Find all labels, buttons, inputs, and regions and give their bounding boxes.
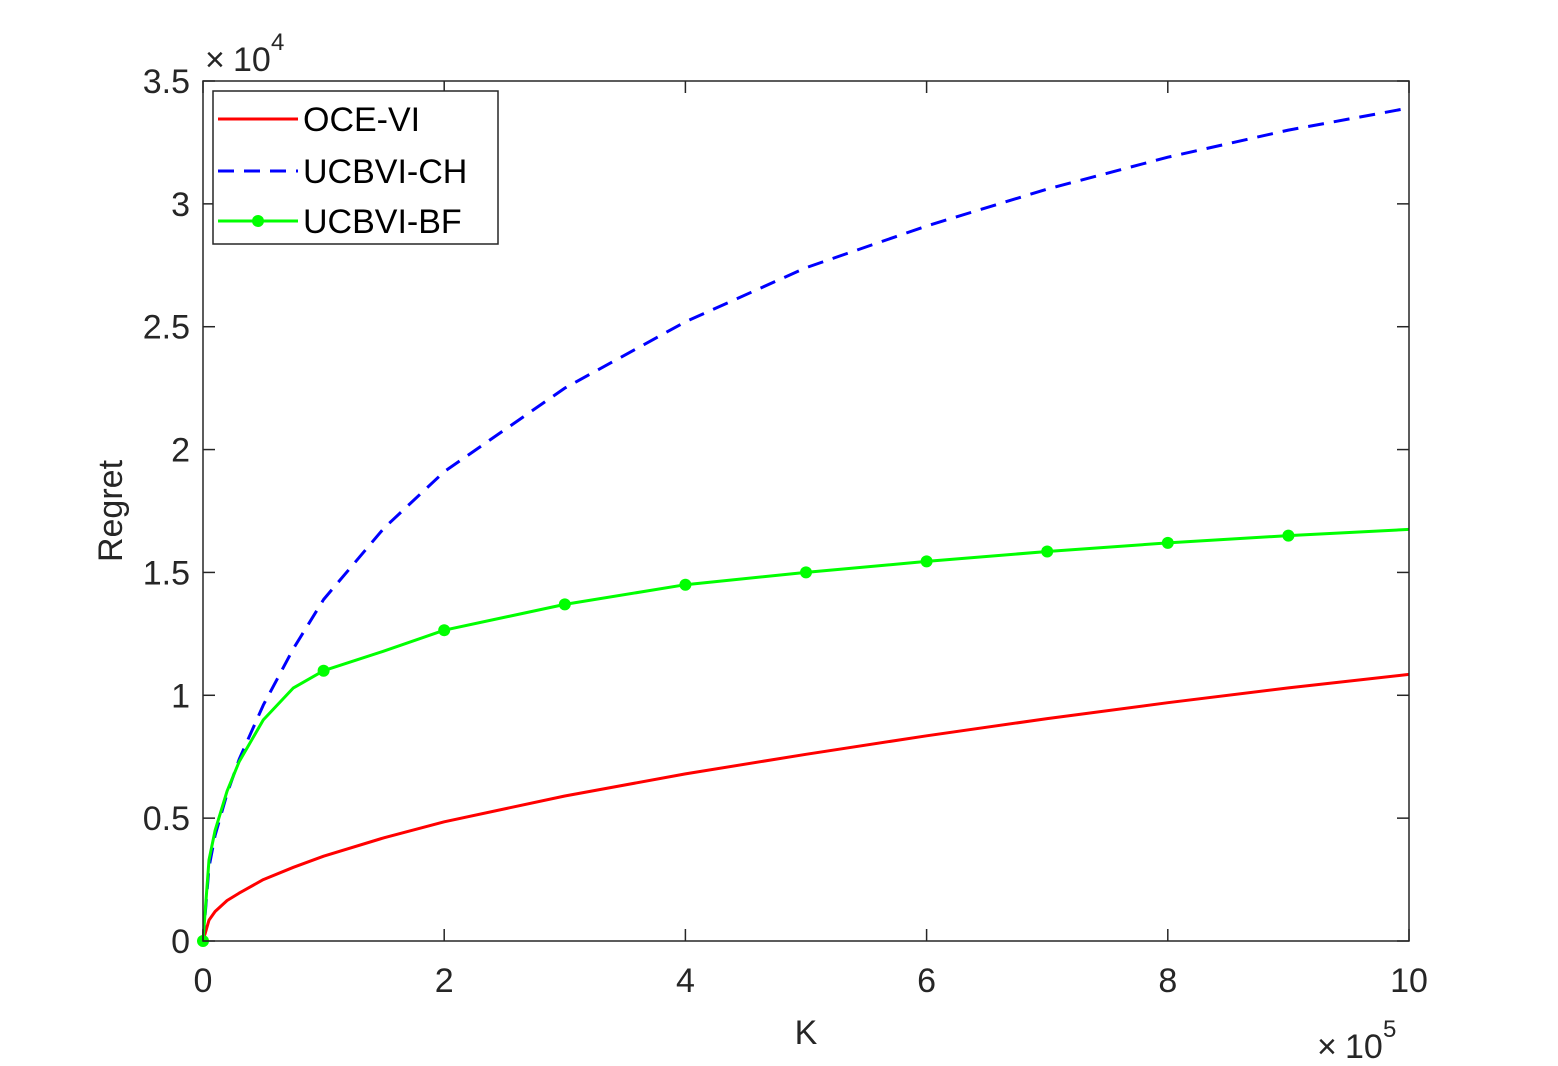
legend: OCE-VI UCBVI-CH UCBVI-BF xyxy=(212,90,499,245)
y-tick-label: 0 xyxy=(171,923,190,961)
x-tick-label: 2 xyxy=(435,962,454,1000)
y-tick-label: 3.5 xyxy=(143,63,190,101)
x-multiplier-exponent: 5 xyxy=(1383,1016,1396,1043)
data-point-ucbvi-bf xyxy=(317,664,330,677)
x-tick-label: 0 xyxy=(194,962,213,1000)
series-line-ucbvi-bf xyxy=(201,527,1410,942)
data-point-ucbvi-bf xyxy=(1161,536,1174,549)
y-axis-multiplier: × 10 4 xyxy=(205,29,284,79)
data-point-ucbvi-bf xyxy=(800,566,812,579)
y-multiplier-exponent: 4 xyxy=(271,29,284,56)
axes-box xyxy=(202,80,1410,942)
y-tick-label: 2 xyxy=(171,432,190,470)
tick-labels: 0 2 4 6 8 10 0 0.5 1 1.5 2 2.5 3 3.5 xyxy=(143,63,1428,1000)
data-point-ucbvi-bf xyxy=(558,598,571,611)
data-point-ucbvi-bf xyxy=(920,555,933,568)
y-tick-label: 1 xyxy=(171,677,190,715)
data-point-ucbvi-bf xyxy=(679,578,692,591)
data-point-ucbvi-bf xyxy=(438,624,451,637)
legend-entry-ucbvi-bf: UCBVI-BF xyxy=(218,203,462,241)
series-line-oce-vi xyxy=(201,672,1410,942)
x-tick-label: 6 xyxy=(917,962,936,1000)
y-tick-label: 0.5 xyxy=(143,800,190,838)
x-multiplier-base: 10 xyxy=(1345,1028,1383,1066)
y-multiplier-times: × xyxy=(205,41,225,79)
series-layer xyxy=(197,106,1410,947)
axes-layer xyxy=(202,80,1410,942)
legend-entry-oce-vi: OCE-VI xyxy=(218,101,420,139)
legend-label-ucbvi-ch: UCBVI-CH xyxy=(303,153,467,191)
data-point-ucbvi-bf xyxy=(1041,545,1054,558)
y-tick-label: 3 xyxy=(171,186,190,224)
x-tick-label: 8 xyxy=(1158,962,1177,1000)
legend-entry-ucbvi-ch: UCBVI-CH xyxy=(218,153,467,191)
legend-marker-ucbvi-bf xyxy=(252,215,264,227)
x-tick-label: 10 xyxy=(1390,962,1428,1000)
x-axis-multiplier: × 10 5 xyxy=(1317,1016,1396,1066)
y-multiplier-base: 10 xyxy=(233,41,271,79)
y-tick-label: 2.5 xyxy=(143,309,190,347)
y-axis-label: Regret xyxy=(92,459,130,562)
legend-label-oce-vi: OCE-VI xyxy=(303,101,420,139)
y-tick-label: 1.5 xyxy=(143,554,190,592)
legend-label-ucbvi-bf: UCBVI-BF xyxy=(303,203,462,241)
x-multiplier-times: × xyxy=(1317,1028,1337,1066)
x-axis-label: K xyxy=(795,1014,818,1052)
x-tick-label: 4 xyxy=(676,962,695,1000)
data-point-ucbvi-bf xyxy=(1282,529,1295,542)
